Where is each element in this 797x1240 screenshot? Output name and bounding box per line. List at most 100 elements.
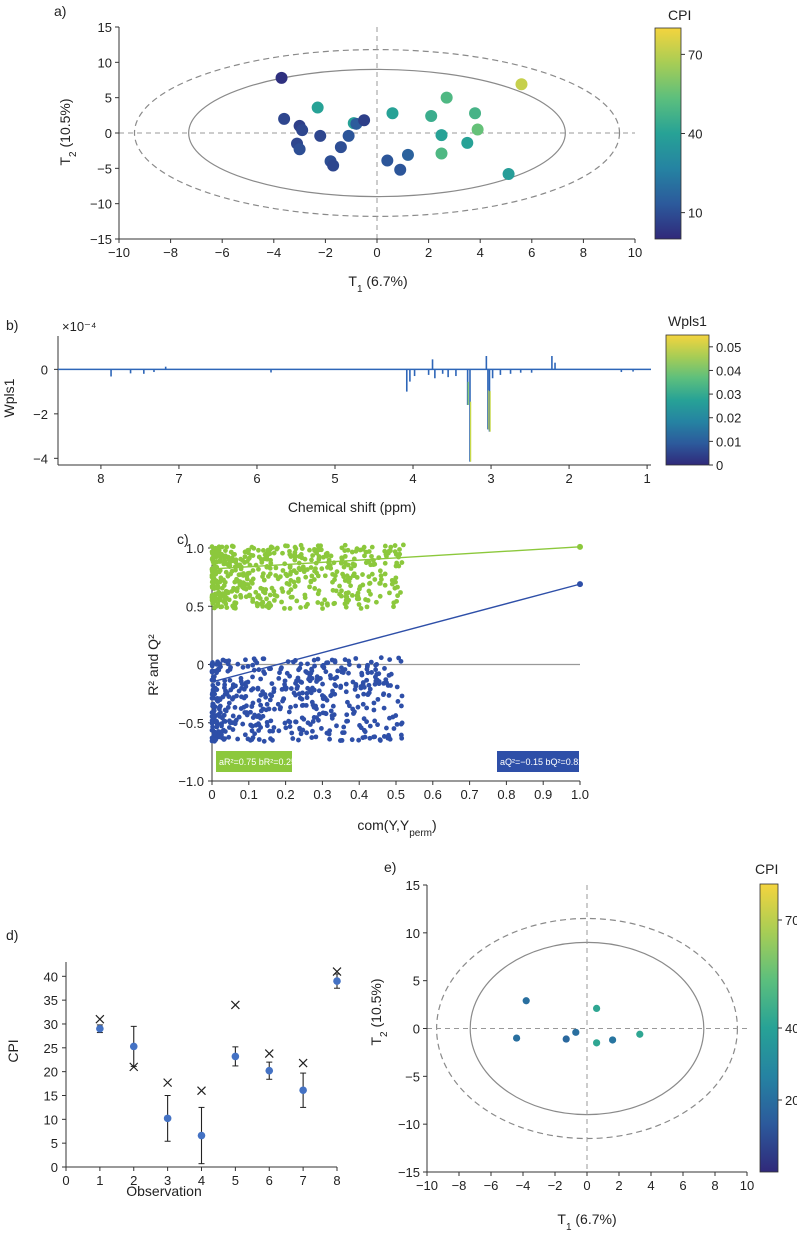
panel-c-r2-perm-point [242, 549, 248, 555]
panel-e-point [572, 1028, 580, 1036]
panel-c-q2-perm-point [327, 736, 332, 742]
panel-c-q2-perm-point [343, 689, 349, 695]
panel-a-point [435, 129, 448, 142]
panel-c-q2-perm-point [240, 664, 246, 670]
panel-c-q2-perm-point [230, 696, 235, 702]
panel-c-q2-perm-point [381, 691, 387, 697]
panel-c-q2-perm-point [266, 706, 272, 712]
panel-c-q2-perm-point [289, 730, 295, 736]
panel-c-q2-perm-point [227, 718, 232, 724]
panel-c-q2-perm-point [210, 703, 216, 709]
panel-c-q2-perm-point [287, 724, 293, 729]
panel-c-q2-perm-point [223, 658, 229, 664]
panel-c-x-tick-label: 0.1 [240, 787, 258, 802]
panel-c-q2-perm-point [382, 666, 387, 671]
panel-a-point [386, 107, 399, 120]
panel-b-x-tick-label: 8 [97, 471, 104, 486]
panel-c-r2-perm-point [340, 571, 346, 577]
panel-d-y-tick-label: 40 [44, 969, 58, 984]
panel-c-q2-perm-point [230, 727, 236, 732]
panel-c-q2-perm-point [361, 691, 367, 697]
panel-c-q2-perm-point [243, 657, 248, 663]
panel-d-y-tick-label: 20 [44, 1065, 58, 1080]
panel-c-r2-perm-point [382, 560, 388, 566]
panel-c-q2-perm-point [312, 663, 317, 669]
panel-d-x-tick-label: 4 [198, 1173, 205, 1188]
panel-c-r2-perm-point [366, 574, 372, 580]
panel-c-r2-perm-point [315, 600, 321, 605]
panel-e-point [513, 1034, 521, 1042]
panel-c-r2-perm-point [337, 583, 342, 589]
panel-c-r2-perm-point [392, 543, 398, 548]
panel-c-q2-perm-point [264, 701, 270, 707]
panel-e-point [636, 1030, 644, 1038]
panel-c-q2-perm-point [256, 721, 261, 727]
panel-e-xlabel: T1 (6.7%) [557, 1211, 616, 1233]
panel-c-r2-perm-point [367, 580, 373, 586]
panel-c-r2-perm-point [382, 582, 388, 588]
panel-c-r2-perm-point [279, 599, 284, 605]
panel-a-point [278, 112, 291, 125]
panel-d-x-tick-label: 2 [130, 1173, 137, 1188]
panel-c-r2-perm-point [261, 577, 267, 583]
panel-c-q2-perm-point [236, 714, 242, 720]
panel-b-colorbar-tick-label: 0.01 [716, 434, 741, 449]
panel-c-r2-perm-point [342, 542, 348, 548]
panel-c-r2-perm-point [296, 554, 302, 559]
panel-c-r2-perm-point [267, 592, 273, 598]
panel-b-x-tick-label: 6 [253, 471, 260, 486]
panel-c-r2-perm-point [289, 594, 295, 600]
panel-c-q2-perm-point [248, 709, 253, 715]
panel-c-q2-perm-point [249, 703, 255, 709]
panel-c-q2-perm-point [349, 737, 355, 743]
panel-c-q2-perm-point [282, 720, 288, 726]
panel-c-q2-perm-point [225, 705, 231, 710]
panel-e-colorbar-title: CPI [755, 861, 778, 877]
panel-e-point [522, 997, 530, 1005]
panel-a-x-tick-label: 10 [628, 245, 642, 260]
panel-a-colorbar-tick-label: 70 [688, 47, 702, 62]
panel-c-q2-perm-point [210, 668, 216, 674]
panel-c-r2-perm-point [395, 593, 401, 599]
panel-c-q2-perm-point [334, 723, 339, 729]
panel-d-y-tick-label: 30 [44, 1017, 58, 1032]
panel-d-measured-marker [95, 1014, 105, 1024]
panel-c-r2-perm-point [363, 549, 369, 555]
panel-c-q2-perm-point [320, 681, 325, 687]
panel-c-q2-perm-point [323, 669, 329, 675]
panel-a-point [471, 123, 484, 136]
panel-c-q2-perm-point [391, 726, 397, 731]
panel-c-r2-perm-point [222, 555, 228, 561]
panel-c-q2-perm-point [314, 715, 319, 721]
panel-c-q2-perm-point [343, 681, 349, 687]
panel-c-q2-perm-point [320, 703, 326, 709]
panel-c-r2-perm-point [218, 553, 224, 559]
panel-a-x-tick-label: −10 [108, 245, 130, 260]
panel-c-r2-regression-line [211, 546, 581, 570]
panel-c-q2-perm-point [367, 735, 373, 741]
panel-c-q2-perm-point [250, 662, 256, 668]
panel-c-r2-perm-point [310, 553, 316, 558]
panel-c-q2-perm-point [294, 678, 299, 684]
panel-a-label: a) [54, 3, 66, 19]
panel-c-r2-perm-point [356, 586, 362, 592]
panel-c-r2-perm-point [286, 590, 292, 595]
panel-c-r2-legend-box [216, 751, 292, 772]
panel-a-ylabel: T2 (10.5%) [57, 98, 79, 165]
panel-c-q2-perm-point [214, 696, 220, 702]
panel-c-q2-perm-point [317, 711, 322, 717]
panel-c-r2-perm-point [364, 604, 370, 610]
panel-c-q2-perm-point [271, 725, 277, 730]
panel-c-r2-perm-point [319, 566, 325, 572]
panel-a-point [461, 136, 474, 149]
panel-c-r2-perm-point [288, 569, 294, 575]
panel-e-x-tick-label: −10 [416, 1178, 438, 1193]
panel-c-q2-perm-point [219, 729, 225, 734]
panel-c-q2-perm-point [385, 735, 391, 741]
panel-d-x-tick-label: 7 [300, 1173, 307, 1188]
panel-a-point [401, 148, 414, 161]
panel-c-q2-regression-line [211, 583, 581, 683]
panel-e-point [593, 1039, 601, 1047]
panel-d-predicted-point [299, 1086, 307, 1095]
panel-a-y-tick-label: 0 [105, 126, 112, 141]
